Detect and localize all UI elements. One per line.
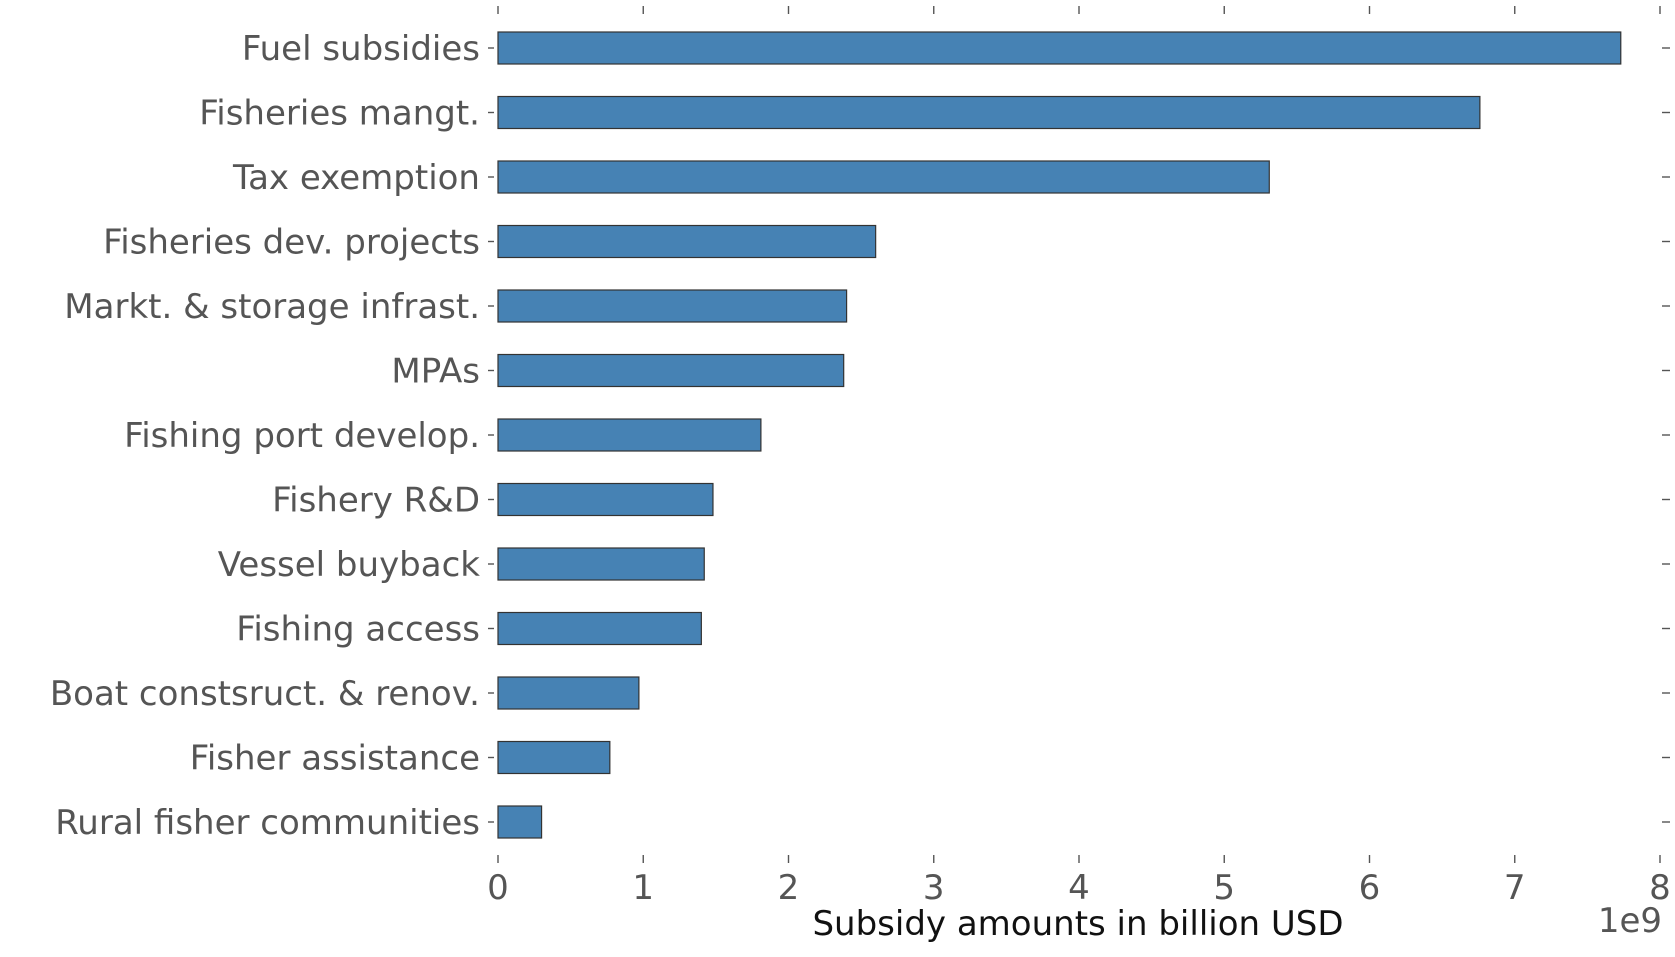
- bar-10: [497, 676, 640, 710]
- tick-labels-group: 0 1 2 3 4 5 6 7 8: [487, 868, 1671, 908]
- bar-4: [497, 289, 848, 323]
- x-tick-label: 6: [1359, 868, 1381, 908]
- bar-9: [497, 611, 702, 646]
- x-tick-label: 7: [1504, 868, 1526, 908]
- category-label: Fisher assistance: [190, 739, 480, 779]
- category-label: Markt. & storage infrast.: [64, 287, 480, 327]
- x-tick-label: 2: [778, 868, 800, 908]
- x-tick-label: 8: [1649, 868, 1671, 908]
- category-label: MPAs: [391, 352, 480, 392]
- x-axis-offset-label: 1e9: [1598, 901, 1662, 941]
- bar-7: [497, 482, 714, 517]
- category-label: Fishing port develop.: [124, 416, 480, 456]
- category-label: Tax exemption: [232, 158, 480, 198]
- category-label: Fisheries dev. projects: [103, 223, 480, 263]
- bar-0: [497, 31, 1622, 65]
- category-labels-group: Fuel subsidies Fisheries mangt. Tax exempt…: [50, 29, 480, 843]
- category-label: Fishery R&D: [272, 481, 480, 521]
- category-label: Rural fisher communities: [55, 803, 480, 843]
- ticks-group: [488, 6, 1670, 863]
- bar-6: [497, 418, 762, 452]
- bar-1: [497, 95, 1481, 130]
- category-label: Fishing access: [236, 610, 480, 650]
- x-tick-label: 1: [632, 868, 654, 908]
- bar-11: [497, 740, 611, 775]
- bar-12: [497, 805, 543, 839]
- x-tick-label: 5: [1213, 868, 1235, 908]
- x-tick-label: 4: [1068, 868, 1090, 908]
- bar-3: [497, 224, 877, 259]
- bars-group: [497, 31, 1622, 839]
- bar-2: [497, 160, 1270, 194]
- category-label: Boat constsruct. & renov.: [50, 674, 480, 714]
- category-label: Vessel buyback: [218, 545, 480, 585]
- x-axis-label: Subsidy amounts in billion USD: [812, 904, 1343, 944]
- bar-5: [497, 353, 845, 388]
- category-label: Fuel subsidies: [242, 29, 480, 69]
- x-tick-label: 0: [487, 868, 509, 908]
- bar-8: [497, 547, 705, 581]
- x-tick-label: 3: [923, 868, 945, 908]
- category-label: Fisheries mangt.: [199, 94, 480, 134]
